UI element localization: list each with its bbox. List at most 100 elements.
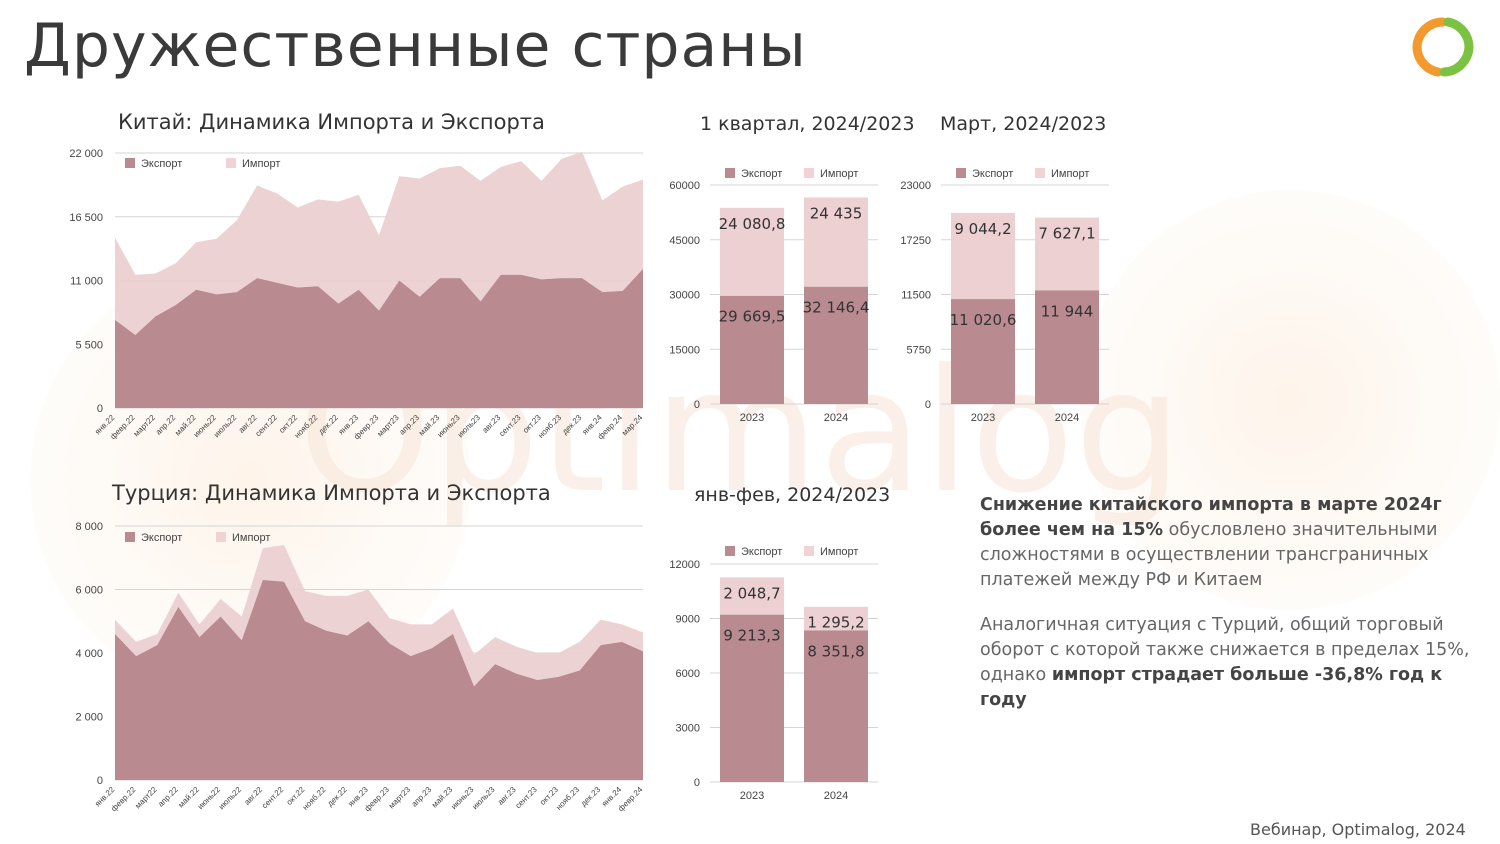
china-y-tick-label: 5 500 <box>75 339 103 351</box>
march-chart-title: Март, 2024/2023 <box>940 113 1107 135</box>
mar-bar-import-2024 <box>1035 217 1099 291</box>
mar-y-tick-label: 17250 <box>900 235 931 247</box>
optimalog-logo-icon <box>1412 17 1474 77</box>
note-turkey: Аналогичная ситуация с Турций, общий тор… <box>980 613 1470 713</box>
janfeb-legend-export-label: Экспорт <box>741 546 782 558</box>
turkey-y-tick-label: 6 000 <box>75 585 103 597</box>
mar-legend-import-swatch <box>1035 168 1045 178</box>
q1-x-tick-label: 2024 <box>824 412 848 424</box>
q1-legend-import-swatch <box>804 168 814 178</box>
q1-bar-export-2023 <box>720 295 784 404</box>
turkey-y-tick-label: 2 000 <box>75 712 103 724</box>
mar-y-tick-label: 23000 <box>900 180 931 192</box>
mar-x-tick-label: 2024 <box>1055 412 1079 424</box>
janfeb-x-tick-label: 2024 <box>824 790 848 802</box>
q1-y-tick-label: 15000 <box>669 344 700 356</box>
china-x-tick-label: дек.22 <box>317 413 341 437</box>
turkey-x-tick-label: апр.22 <box>156 785 180 809</box>
q1-label-import-2024: 24 435 <box>810 204 863 222</box>
china-x-tick-label: мар.24 <box>620 413 645 438</box>
china-x-tick-label: дек.23 <box>560 413 584 437</box>
turkey-import-area <box>115 545 643 687</box>
janfeb-y-tick-label: 6000 <box>676 668 700 680</box>
china-legend-import-label: Импорт <box>242 158 280 170</box>
note-china-bold: Снижение китайского импорта в марте 2024… <box>980 495 1442 540</box>
mar-bar-export-2024 <box>1035 290 1099 404</box>
janfeb-bar-export-2023 <box>720 614 784 782</box>
mar-label-import-2023: 9 044,2 <box>954 220 1011 238</box>
q1-chart-title: 1 квартал, 2024/2023 <box>700 113 915 135</box>
china-export-area <box>115 268 643 408</box>
note-china-text: обусловлено значительными сложностями в … <box>980 520 1438 590</box>
janfeb-bar-export-2024 <box>804 630 868 782</box>
turkey-legend-export-swatch <box>125 532 135 542</box>
mar-bar-export-2023 <box>951 299 1015 404</box>
mar-label-import-2024: 7 627,1 <box>1038 225 1095 243</box>
mar-legend-import-label: Импорт <box>1051 168 1089 180</box>
turkey-y-tick-label: 0 <box>97 775 103 787</box>
janfeb-y-tick-label: 12000 <box>669 559 700 571</box>
china-x-tick-label: сент.23 <box>497 413 523 439</box>
turkey-x-tick-label: март22 <box>133 785 159 811</box>
note-turkey-text: Аналогичная ситуация с Турций, общий тор… <box>980 615 1470 685</box>
q1-label-import-2023: 24 080,8 <box>719 215 786 233</box>
turkey-x-tick-label: июль23 <box>470 785 497 812</box>
q1-label-export-2024: 32 146,4 <box>803 299 870 317</box>
janfeb-label-export-2024: 8 351,8 <box>807 642 864 660</box>
footer-caption: Вебинар, Optimalog, 2024 <box>1250 820 1466 839</box>
china-import-area <box>115 151 643 335</box>
janfeb-y-tick-label: 9000 <box>676 614 700 626</box>
mar-y-tick-label: 5750 <box>907 344 931 356</box>
q1-y-tick-label: 60000 <box>669 180 700 192</box>
china-x-tick-label: июль23 <box>456 413 483 440</box>
china-y-tick-label: 16 500 <box>69 212 103 224</box>
janfeb-y-tick-label: 3000 <box>676 723 700 735</box>
mar-label-export-2023: 11 020,6 <box>950 311 1017 329</box>
turkey-legend-import-swatch <box>216 532 226 542</box>
china-x-tick-label: сент.22 <box>254 413 280 439</box>
janfeb-legend-export-swatch <box>725 546 735 556</box>
q1-bar-import-2024 <box>804 197 868 287</box>
turkey-x-tick-label: март23 <box>387 785 413 811</box>
turkey-x-tick-label: дек.22 <box>326 785 350 809</box>
mar-y-tick-label: 0 <box>925 399 931 411</box>
china-x-tick-label: нояб.23 <box>536 413 563 440</box>
china-legend-export-label: Экспорт <box>141 158 182 170</box>
mar-y-tick-label: 11500 <box>901 290 931 302</box>
q1-bar-import-2023 <box>720 207 784 296</box>
china-chart-title: Китай: Динамика Импорта и Экспорта <box>118 110 545 134</box>
q1-legend-export-label: Экспорт <box>741 168 782 180</box>
page-title: Дружественные страны <box>24 11 807 81</box>
mar-label-export-2024: 11 944 <box>1041 302 1094 320</box>
turkey-export-area <box>115 579 643 780</box>
china-legend-import-swatch <box>226 158 236 168</box>
janfeb-chart-title: янв-фев, 2024/2023 <box>694 484 891 506</box>
turkey-legend-import-label: Импорт <box>232 532 270 544</box>
turkey-x-tick-label: июль22 <box>217 785 244 812</box>
china-y-tick-label: 11 000 <box>70 276 103 288</box>
china-x-tick-label: нояб.22 <box>293 413 320 440</box>
turkey-x-tick-label: апр.23 <box>410 785 434 809</box>
china-x-tick-label: март23 <box>375 413 401 439</box>
china-y-tick-label: 0 <box>97 403 103 415</box>
q1-y-tick-label: 45000 <box>669 235 700 247</box>
janfeb-bar-import-2024 <box>804 606 868 631</box>
turkey-x-tick-label: сент.22 <box>260 785 286 811</box>
mar-x-tick-label: 2023 <box>971 412 995 424</box>
janfeb-legend-import-label: Импорт <box>820 546 858 558</box>
q1-y-tick-label: 0 <box>694 399 700 411</box>
janfeb-label-export-2023: 9 213,3 <box>723 627 780 645</box>
note-turkey-bold: импорт страдает больше -36,8% год к году <box>980 665 1443 710</box>
turkey-y-tick-label: 4 000 <box>75 648 103 660</box>
china-x-tick-label: март22 <box>132 413 158 439</box>
mar-legend-export-swatch <box>956 168 966 178</box>
q1-legend-import-label: Импорт <box>820 168 858 180</box>
mar-bar-import-2023 <box>951 212 1015 300</box>
turkey-y-tick-label: 8 000 <box>75 521 103 533</box>
china-x-tick-label: июль22 <box>212 413 239 440</box>
turkey-x-tick-label: дек.23 <box>579 785 603 809</box>
janfeb-bar-import-2023 <box>720 577 784 615</box>
turkey-legend-export-label: Экспорт <box>141 532 182 544</box>
china-legend-export-swatch <box>125 158 135 168</box>
